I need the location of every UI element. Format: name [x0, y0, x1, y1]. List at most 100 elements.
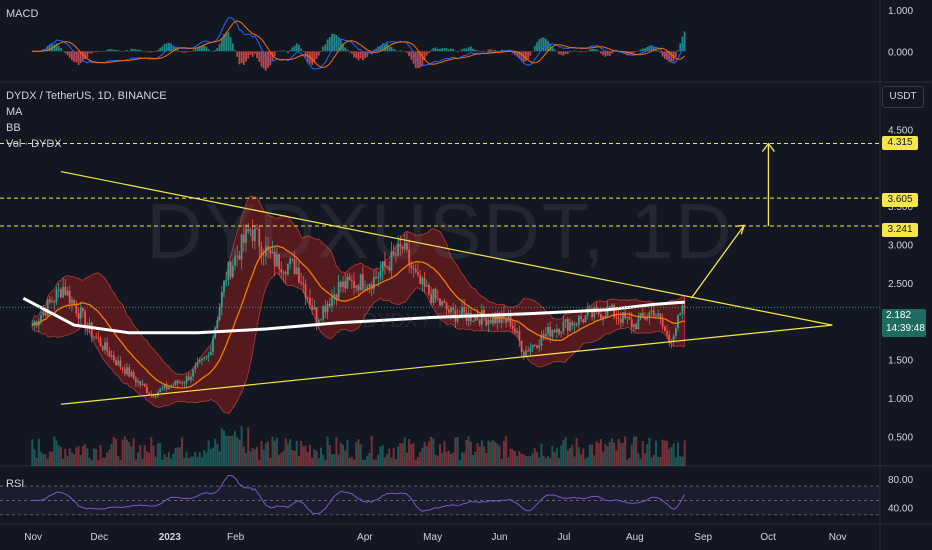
candle-body — [117, 360, 120, 365]
macd-histogram-bar — [117, 50, 120, 52]
level-tag-3605: 3.605 — [882, 193, 918, 207]
macd-histogram-bar — [339, 38, 342, 52]
macd-histogram-bar — [419, 51, 422, 68]
candle-body — [487, 319, 490, 326]
candle-body — [242, 234, 245, 243]
volume-bar — [505, 436, 508, 466]
macd-histogram-bar — [549, 44, 552, 52]
macd-histogram-bar — [434, 47, 437, 52]
candle-body — [238, 255, 241, 260]
candle-body — [106, 342, 109, 352]
candle-body — [88, 322, 91, 327]
candle-body — [635, 323, 638, 330]
candle-body — [317, 319, 320, 324]
macd-histogram-bar — [218, 43, 221, 52]
volume-bar — [683, 440, 686, 466]
candle-body — [615, 317, 618, 319]
candle-body — [584, 315, 587, 323]
volume-bar — [599, 439, 602, 466]
macd-histogram-bar — [86, 51, 89, 58]
volume-bar — [533, 448, 536, 466]
candle-body — [681, 305, 684, 313]
candle-body — [547, 326, 549, 334]
volume-bar — [412, 443, 415, 466]
symbol-title[interactable]: DYDX / TetherUS, 1D, BINANCE — [6, 90, 167, 102]
volume-bar — [571, 444, 574, 466]
macd-histogram-bar — [229, 37, 232, 52]
macd-label[interactable]: MACD — [6, 8, 39, 20]
candle-body — [399, 244, 402, 247]
volume-bar — [544, 458, 547, 466]
macd-histogram-bar — [64, 51, 67, 54]
volume-bar — [203, 450, 206, 466]
volume-bar — [637, 453, 640, 466]
volume-bar — [167, 452, 170, 466]
volume-bar — [282, 450, 285, 466]
triangle-lower-line[interactable] — [60, 324, 833, 405]
indicator-bb[interactable]: BB — [6, 122, 21, 134]
volume-bar — [264, 443, 267, 466]
candle-body — [324, 306, 327, 313]
candle-body — [293, 259, 296, 275]
macd-histogram-bar — [278, 50, 281, 52]
volume-bar — [242, 446, 245, 466]
macd-histogram-bar — [463, 48, 466, 52]
rsi-line[interactable] — [32, 475, 686, 515]
candle-body — [196, 362, 199, 366]
time-tick-label: May — [423, 532, 442, 543]
macd-histogram-bar — [134, 49, 137, 52]
macd-histogram-bar — [650, 45, 653, 52]
indicator-ma[interactable]: MA — [6, 106, 23, 118]
candle-body — [379, 271, 382, 277]
ma-fast-line[interactable] — [31, 245, 685, 389]
candle-body — [104, 342, 106, 350]
volume-bar — [535, 451, 538, 466]
macd-histogram-bar — [646, 46, 649, 52]
projection-arrow[interactable] — [690, 224, 745, 299]
macd-histogram-bar — [520, 51, 523, 61]
candle-body — [421, 277, 424, 285]
macd-histogram-bar — [159, 48, 161, 52]
rsi-label[interactable]: RSI — [6, 478, 25, 490]
candle-body — [562, 321, 565, 332]
candle-body — [247, 228, 250, 232]
candle-body — [412, 268, 415, 270]
candle-body — [630, 319, 633, 328]
price-tick-label: 0.500 — [888, 432, 913, 443]
candle-body — [344, 281, 347, 289]
volume-bar — [251, 448, 254, 466]
volume-bar — [324, 459, 327, 466]
volume-bar — [302, 446, 305, 466]
candle-body — [591, 308, 593, 318]
candle-body — [549, 326, 552, 337]
candle-body — [558, 329, 560, 334]
macd-histogram-bar — [119, 51, 122, 52]
indicator-vol[interactable]: Vol · DYDX — [6, 138, 62, 150]
macd-histogram-bar — [476, 50, 479, 52]
triangle-upper-line[interactable] — [60, 170, 833, 326]
macd-histogram-bar — [560, 51, 563, 55]
volume-bar — [350, 456, 353, 466]
candle-body — [641, 312, 644, 317]
volume-bar — [300, 440, 303, 466]
macd-histogram-bar — [458, 50, 461, 52]
currency-button[interactable]: USDT — [882, 86, 924, 108]
volume-bar — [375, 459, 378, 466]
candle-body — [430, 294, 433, 303]
candle-body — [652, 310, 655, 317]
price-tick-label: 1.500 — [888, 356, 913, 367]
macd-histogram-bar — [412, 51, 415, 64]
candle-body — [392, 251, 395, 255]
candle-body — [560, 331, 563, 334]
candle-body — [315, 307, 318, 324]
candle-body — [536, 345, 538, 348]
ma-slow-line[interactable] — [22, 296, 685, 335]
macd-histogram-bar — [516, 51, 519, 57]
macd-signal-line[interactable] — [32, 20, 686, 68]
macd-histogram-bar — [599, 51, 602, 54]
macd-histogram-bar — [82, 51, 84, 62]
volume-bar — [547, 456, 549, 466]
macd-histogram-bar — [209, 51, 212, 52]
macd-histogram-bar — [525, 51, 527, 62]
